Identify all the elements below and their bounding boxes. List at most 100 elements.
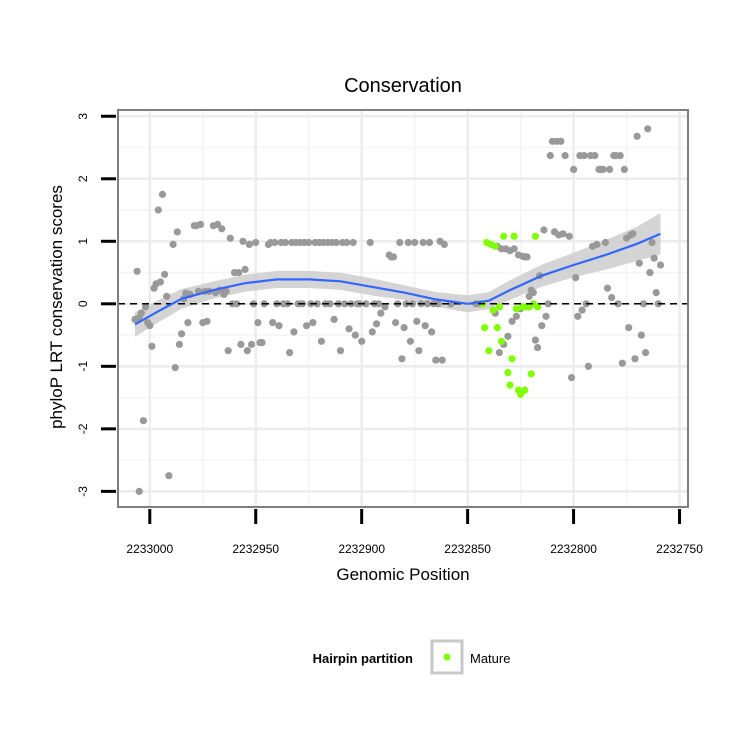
data-point: [175, 340, 183, 348]
data-point: [197, 220, 205, 228]
data-point: [578, 306, 586, 314]
data-point: [415, 347, 423, 355]
data-point: [245, 240, 253, 248]
data-point: [146, 322, 154, 330]
data-point: [481, 324, 489, 332]
data-point: [639, 300, 648, 308]
data-point: [631, 355, 639, 363]
data-point: [184, 319, 192, 327]
data-point: [305, 238, 313, 247]
data-point: [570, 165, 578, 173]
data-point: [542, 312, 550, 320]
data-point: [133, 267, 141, 275]
x-axis-label: Genomic Position: [336, 565, 469, 584]
data-point: [271, 238, 279, 247]
data-point: [510, 232, 518, 240]
data-point: [601, 238, 610, 247]
data-point: [652, 289, 660, 297]
data-point: [580, 152, 588, 160]
y-tick-label: -2: [76, 423, 90, 434]
data-point: [368, 328, 376, 336]
data-point: [512, 305, 521, 313]
data-point: [275, 322, 283, 330]
data-point: [313, 300, 321, 308]
data-point: [358, 337, 366, 345]
data-point: [222, 287, 230, 295]
data-point: [165, 472, 173, 480]
data-point: [521, 386, 529, 394]
data-point: [635, 259, 643, 267]
data-point: [377, 309, 385, 317]
data-point: [629, 230, 637, 238]
data-point: [495, 349, 503, 357]
y-tick-label: 2: [76, 175, 90, 182]
data-point: [434, 300, 442, 308]
x-tick-label: 2233000: [126, 542, 173, 556]
data-point: [606, 165, 614, 173]
data-point: [224, 347, 232, 355]
data-point: [534, 303, 542, 311]
plot-layer: -3 -2 -1 0 1 2 3 2233000 2232950 2232900 2232850 22…: [76, 109, 703, 556]
data-point: [341, 300, 349, 308]
data-point: [233, 300, 241, 308]
data-point: [608, 294, 616, 302]
data-point: [345, 325, 353, 333]
data-point: [239, 237, 247, 245]
plot-background: [118, 110, 688, 507]
data-point: [254, 319, 262, 327]
data-point: [493, 324, 501, 332]
data-point: [534, 344, 542, 352]
data-point: [258, 339, 266, 347]
data-point: [495, 303, 503, 311]
data-point: [508, 355, 516, 363]
data-point: [504, 369, 512, 377]
data-point: [574, 312, 582, 320]
data-point: [559, 230, 567, 238]
data-point: [317, 337, 325, 345]
confidence-ribbon: [135, 213, 661, 337]
y-tick-label: 1: [76, 238, 90, 245]
data-point: [491, 242, 499, 250]
data-point: [396, 238, 404, 247]
data-point: [411, 238, 419, 247]
data-point: [642, 349, 650, 357]
data-point: [618, 359, 626, 367]
data-point: [141, 303, 150, 311]
data-point: [497, 337, 506, 345]
data-point: [226, 234, 234, 242]
data-point: [504, 332, 512, 340]
data-point: [148, 342, 156, 350]
data-point: [489, 306, 497, 314]
data-point: [644, 125, 652, 133]
x-tick-label: 2232950: [232, 542, 279, 556]
data-point: [438, 356, 446, 364]
data-point: [349, 238, 357, 247]
data-point: [616, 152, 624, 160]
x-tick-label: 2232800: [550, 542, 597, 556]
data-point: [286, 349, 294, 357]
smooth-fit-line: [134, 232, 661, 326]
data-point: [137, 309, 145, 317]
data-point: [593, 240, 601, 248]
data-point: [648, 238, 656, 247]
data-point: [637, 331, 646, 339]
data-point: [139, 417, 147, 425]
data-point: [156, 278, 164, 286]
data-point: [506, 381, 514, 389]
data-point: [531, 232, 540, 240]
x-tick-label: 2232750: [656, 542, 703, 556]
data-point: [510, 245, 518, 253]
data-point: [241, 265, 249, 273]
data-point: [252, 238, 260, 247]
data-point: [237, 340, 245, 348]
data-point: [599, 165, 607, 173]
data-point: [646, 269, 654, 277]
data-point: [171, 364, 179, 372]
data-point: [633, 132, 641, 140]
data-point: [303, 322, 311, 330]
data-point: [351, 331, 359, 339]
data-point: [362, 300, 370, 308]
data-point: [428, 328, 436, 336]
data-point: [243, 347, 251, 355]
y-tick-label: 0: [76, 300, 90, 307]
